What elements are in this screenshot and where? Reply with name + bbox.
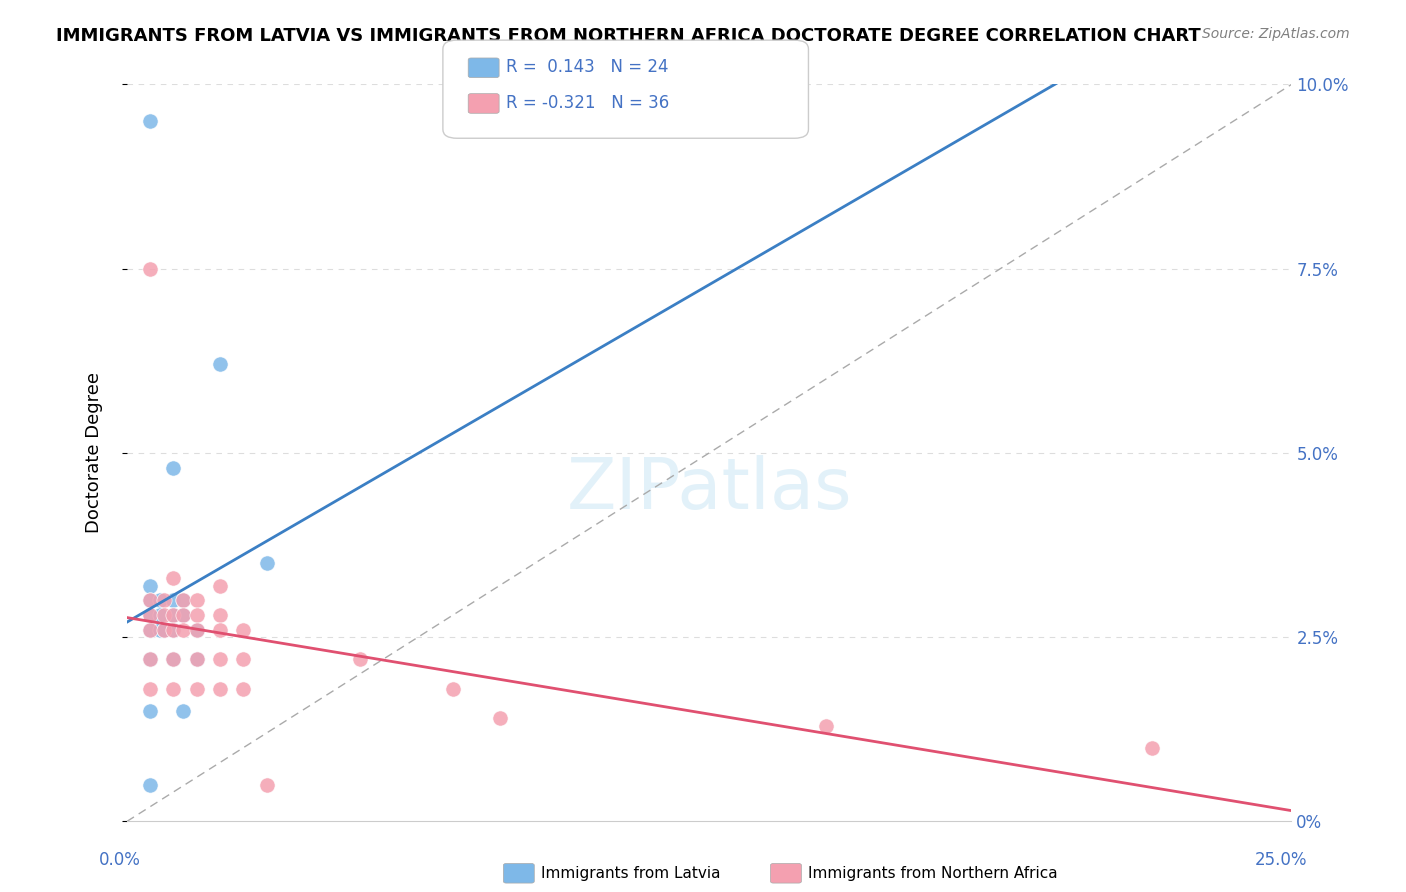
Point: [139, 578, 162, 592]
Point: [139, 593, 162, 607]
Point: [139, 114, 162, 128]
Point: [172, 623, 194, 637]
Point: [186, 593, 208, 607]
Point: [139, 704, 162, 718]
Point: [162, 608, 184, 623]
Point: [232, 652, 254, 666]
Y-axis label: Doctorate Degree: Doctorate Degree: [86, 373, 103, 533]
Point: [139, 593, 162, 607]
Point: [153, 623, 176, 637]
Point: [162, 623, 184, 637]
Point: [186, 681, 208, 696]
Text: IMMIGRANTS FROM LATVIA VS IMMIGRANTS FROM NORTHERN AFRICA DOCTORATE DEGREE CORRE: IMMIGRANTS FROM LATVIA VS IMMIGRANTS FRO…: [56, 27, 1201, 45]
Point: [162, 571, 184, 585]
Point: [209, 681, 232, 696]
Point: [186, 608, 208, 623]
Point: [1140, 740, 1163, 755]
Point: [139, 623, 162, 637]
Point: [162, 623, 184, 637]
Point: [139, 608, 162, 623]
Point: [256, 778, 278, 792]
Point: [153, 608, 176, 623]
Point: [148, 608, 170, 623]
Point: [162, 608, 184, 623]
Point: [172, 593, 194, 607]
Point: [162, 681, 184, 696]
Point: [209, 358, 232, 372]
Point: [232, 623, 254, 637]
Point: [186, 652, 208, 666]
Point: [488, 711, 510, 725]
Point: [148, 623, 170, 637]
Text: 25.0%: 25.0%: [1256, 851, 1308, 869]
Point: [139, 623, 162, 637]
Point: [139, 778, 162, 792]
Text: Immigrants from Latvia: Immigrants from Latvia: [541, 866, 721, 880]
Text: Source: ZipAtlas.com: Source: ZipAtlas.com: [1202, 27, 1350, 41]
Point: [172, 593, 194, 607]
Point: [139, 652, 162, 666]
Text: ZIPatlas: ZIPatlas: [567, 455, 852, 524]
Point: [139, 261, 162, 276]
Point: [209, 578, 232, 592]
Point: [153, 623, 176, 637]
Point: [153, 593, 176, 607]
Point: [256, 557, 278, 571]
Point: [162, 460, 184, 475]
Text: R = -0.321   N = 36: R = -0.321 N = 36: [506, 94, 669, 112]
Text: R =  0.143   N = 24: R = 0.143 N = 24: [506, 58, 669, 76]
Point: [186, 623, 208, 637]
Point: [148, 593, 170, 607]
Point: [162, 652, 184, 666]
Point: [209, 608, 232, 623]
Point: [186, 623, 208, 637]
Point: [209, 652, 232, 666]
Point: [209, 623, 232, 637]
Point: [139, 608, 162, 623]
Text: 0.0%: 0.0%: [98, 851, 141, 869]
Point: [172, 704, 194, 718]
Point: [186, 652, 208, 666]
Point: [172, 608, 194, 623]
Point: [162, 652, 184, 666]
Point: [162, 593, 184, 607]
Point: [232, 681, 254, 696]
Point: [139, 681, 162, 696]
Point: [441, 681, 464, 696]
Point: [814, 718, 837, 732]
Point: [172, 608, 194, 623]
Point: [139, 652, 162, 666]
Point: [349, 652, 371, 666]
Text: Immigrants from Northern Africa: Immigrants from Northern Africa: [808, 866, 1059, 880]
